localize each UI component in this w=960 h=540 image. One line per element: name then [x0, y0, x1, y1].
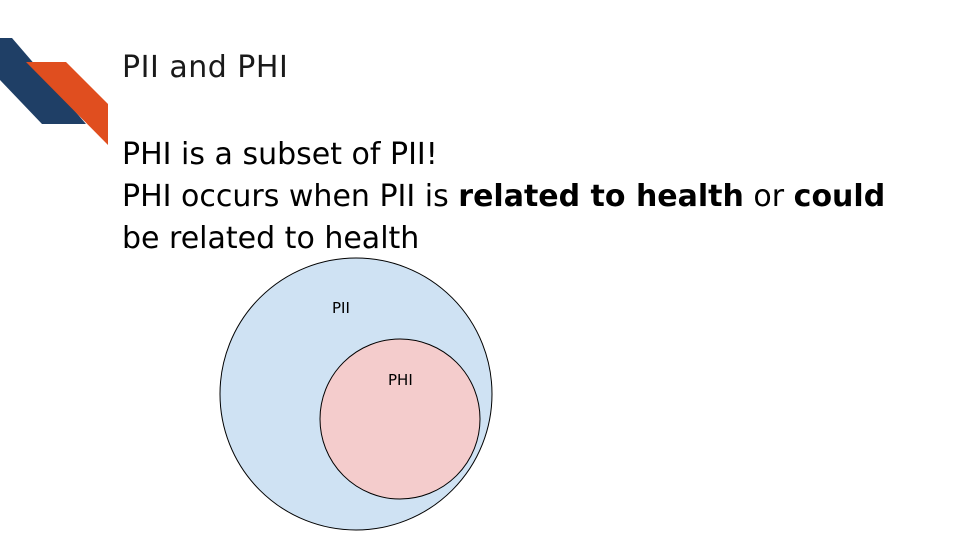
slide-title: PII and PHI	[122, 50, 289, 85]
phi-label: PHI	[388, 371, 413, 389]
pii-label: PII	[332, 299, 350, 317]
phi-circle	[319, 338, 481, 500]
venn-diagram: PII PHI	[219, 257, 493, 531]
body-text-part: be related to health	[122, 221, 420, 256]
body-text-part: or	[743, 179, 794, 214]
body-line-1: PHI is a subset of PII!	[122, 137, 438, 172]
orange-chevron-shape	[26, 62, 108, 145]
emphasis-related-to-health: related to health	[458, 179, 744, 214]
navy-chevron-shape	[0, 38, 86, 124]
body-text-part: PHI occurs when PII is	[122, 179, 459, 214]
emphasis-could: could	[793, 179, 886, 214]
body-line-2: PHI occurs when PII is related to health…	[122, 176, 932, 260]
corner-decoration	[0, 38, 108, 145]
slide-body: PHI is a subset of PII! PHI occurs when …	[122, 134, 932, 260]
